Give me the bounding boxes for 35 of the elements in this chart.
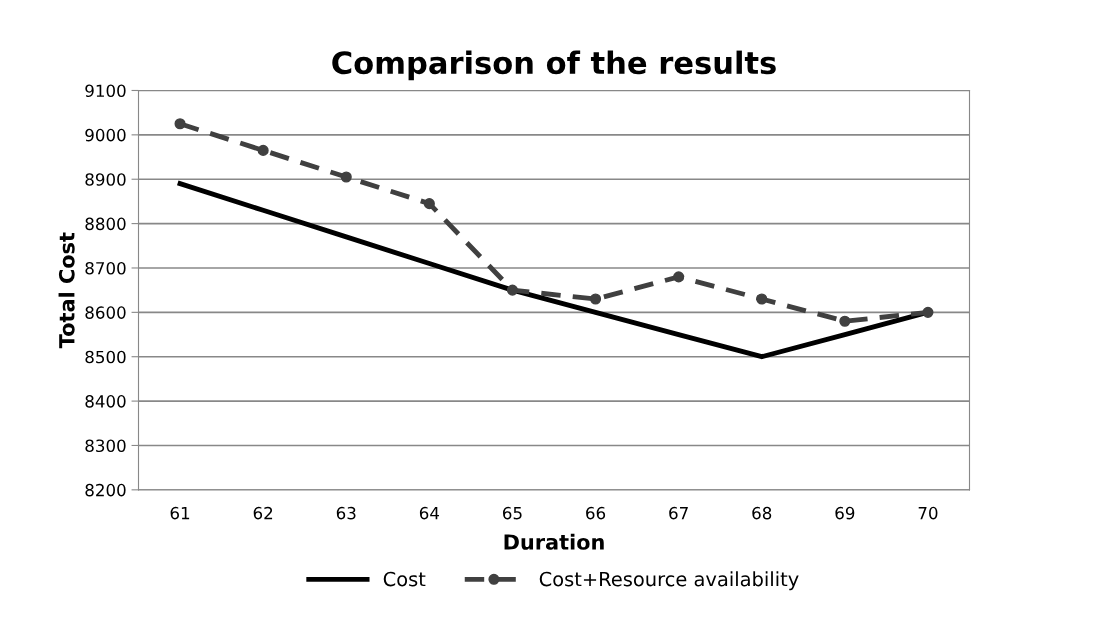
y-tick-label: 8300	[85, 439, 126, 453]
y-axis-title: Total Cost	[58, 232, 75, 349]
y-tick-label: 8400	[85, 395, 126, 408]
point	[174, 118, 186, 130]
y-tick-label: 8900	[85, 173, 126, 186]
point	[839, 315, 851, 327]
y-tick-label: 9000	[85, 128, 126, 142]
legend-label: Cost	[383, 571, 426, 587]
x-tick-label: 62	[253, 506, 273, 520]
x-tick-label: 69	[835, 506, 855, 520]
y-tick-label: 8800	[85, 217, 126, 231]
x-tick-label: 67	[669, 506, 688, 520]
x-tick-label: 61	[170, 506, 190, 520]
legend-label: Cost+Resource availability	[539, 571, 799, 591]
y-tick-label: 9100	[85, 84, 126, 98]
point	[257, 144, 269, 156]
point	[340, 171, 352, 183]
point	[922, 306, 934, 318]
x-tick-label: 65	[503, 506, 522, 520]
x-tick-label: 66	[586, 506, 606, 520]
x-axis-title: Duration	[504, 533, 604, 550]
chart-title: Comparison of the results	[332, 50, 776, 81]
x-tick-label: 70	[918, 506, 938, 520]
x-tick-label: 64	[419, 506, 440, 520]
y-tick-label: 8700	[85, 261, 126, 275]
y-tick-label: 8600	[85, 306, 126, 319]
y-tick-label: 8500	[85, 350, 126, 364]
point	[506, 284, 519, 296]
point	[673, 271, 685, 283]
point	[423, 198, 435, 210]
point	[756, 293, 768, 305]
point	[589, 293, 602, 305]
y-tick-label: 8200	[85, 483, 126, 497]
x-tick-label: 68	[752, 506, 772, 520]
x-tick-label: 63	[336, 506, 356, 520]
